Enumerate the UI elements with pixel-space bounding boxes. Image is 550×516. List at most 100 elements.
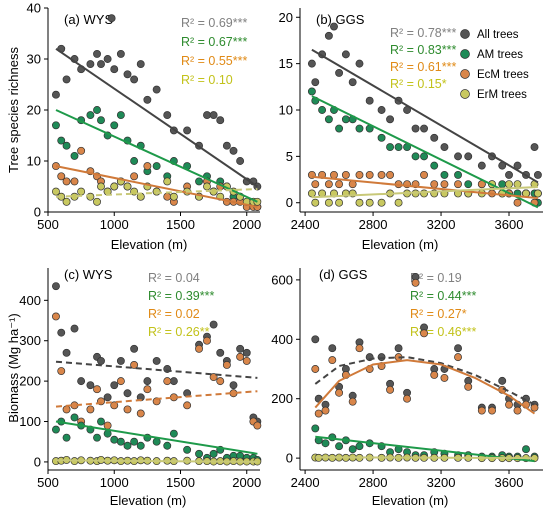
panel-c-x-tick-label: 1000 [100, 475, 129, 490]
panel-b-point-all [355, 59, 364, 68]
panel-c-point-ecm [183, 401, 192, 410]
panel-c-point-am [52, 425, 60, 434]
panel-d-point-all [311, 335, 320, 344]
panel-b-point-am [335, 124, 344, 133]
panel-a-point-all [203, 111, 211, 120]
panel-b-point-erm [365, 198, 374, 207]
panel-b-point-ecm [454, 180, 462, 189]
panel-c-y-tick-label: 300 [19, 333, 41, 348]
panel-b-point-am [377, 133, 386, 142]
panel-b-r2-erm: R² = 0.15* [390, 77, 447, 91]
panel-a-fit-am [55, 109, 258, 203]
panel-a-point-am [195, 177, 203, 186]
panel-b-point-all [505, 170, 513, 179]
panel-c-point-am [70, 413, 79, 422]
panel-c-r2-erm: R² = 0.26** [148, 325, 210, 339]
panel-c-r2-am: R² = 0.39*** [148, 289, 214, 303]
panel-b-point-ecm [386, 170, 395, 179]
panel-c-point-ecm [62, 405, 71, 414]
panel-a-point-am [52, 121, 60, 130]
panel-d-point-ecm [505, 400, 513, 409]
panel-c-point-all [130, 344, 139, 353]
panel-a-point-am [62, 141, 71, 150]
panel-a-point-erm [93, 197, 101, 206]
panel-a-y-tick-label: 40 [27, 1, 41, 16]
panel-b-point-ecm [311, 180, 320, 189]
legend-marker-am [460, 49, 470, 59]
panel-b-point-ecm [377, 170, 386, 179]
panel-d-point-ecm [348, 397, 357, 406]
panel-d-x-tick-label: 3200 [427, 475, 456, 490]
legend-label-erm: ErM trees [477, 89, 527, 101]
panel-c-x-tick-label: 500 [37, 475, 59, 490]
panel-c-point-all [143, 377, 152, 386]
panel-a-y-tick-label: 10 [27, 154, 41, 169]
panel-c-r2-ecm: R² = 0.02 [148, 307, 200, 321]
panel-a-point-all [130, 75, 139, 84]
panel-a-point-am [110, 121, 119, 130]
panel-b-point-am [324, 115, 333, 124]
panel-d-point-ecm [314, 409, 323, 418]
panel-b-point-ecm [420, 170, 428, 179]
panel-b-point-am [464, 180, 473, 189]
panel-d-x-tick-label: 3600 [495, 475, 524, 490]
panel-a-point-all [183, 126, 192, 135]
panel-a-point-all [163, 111, 172, 120]
panel-c-series-ecm [52, 312, 262, 430]
panel-c-point-am [123, 441, 132, 450]
panel-b-xlabel: Elevation (m) [362, 237, 439, 252]
panel-b-point-ecm [430, 180, 439, 189]
panel-b-label: (b) GGS [316, 12, 365, 27]
panel-d-point-ecm [513, 406, 522, 415]
panel-b: (b) GGS Elevation (m) R² = 0.78*** R² = … [279, 8, 543, 252]
panel-a-point-all [116, 49, 125, 58]
panel-c-point-ecm [242, 356, 251, 365]
panel-d-y-tick-label: 600 [271, 272, 293, 287]
panel-c-point-ecm [110, 401, 119, 410]
panel-b-point-am [430, 161, 439, 170]
panel-b-point-erm [335, 198, 344, 207]
panel-a-point-ecm [62, 177, 71, 186]
panel-a-point-all [62, 75, 71, 84]
legend-marker-all [460, 29, 470, 39]
panel-b-point-ecm [513, 198, 522, 207]
panel-d-label: (d) GGS [319, 267, 368, 282]
panel-c-point-all [209, 320, 218, 329]
panel-b-point-all [533, 170, 542, 179]
panel-c-point-all [216, 348, 225, 357]
panel-a-point-all [152, 85, 161, 94]
panel-a-point-am [152, 162, 161, 171]
panel-c-point-all [242, 348, 251, 357]
panel-b-fit-ecm [311, 175, 538, 200]
panel-b-point-all [377, 106, 386, 114]
panel-a-point-ecm [163, 192, 172, 201]
panel-b-point-am [318, 106, 327, 114]
panel-a-r2-am: R² = 0.67*** [181, 35, 247, 49]
panel-b-x-tick-label: 3200 [427, 217, 456, 232]
panel-c-point-all [110, 381, 119, 390]
panel-d-point-ecm [440, 373, 449, 382]
panel-b-point-all [420, 124, 428, 133]
panel-a: (a) WYS Elevation (m) Tree species richn… [6, 1, 262, 252]
panel-d-point-ecm [328, 356, 337, 365]
panel-b-point-erm [311, 198, 320, 207]
panel-c-ylabel: Biomass (Mg ha⁻¹) [6, 313, 21, 422]
panel-b-point-ecm [440, 180, 449, 189]
panel-a-x-tick-label: 1500 [166, 217, 195, 232]
panel-a-y-tick-label: 0 [34, 205, 41, 220]
panel-a-point-erm [77, 187, 86, 196]
panel-a-point-all [136, 60, 145, 69]
legend-marker-ecm [460, 69, 470, 79]
panel-b-point-erm [505, 180, 513, 189]
panel-a-y-tick-label: 30 [27, 52, 41, 67]
panel-b-point-erm [377, 198, 386, 207]
panel-c-point-ecm [203, 336, 211, 345]
panel-b-point-all [307, 59, 316, 68]
panel-b-point-erm [355, 198, 364, 207]
panel-c: (c) WYS Elevation (m) Biomass (Mg ha⁻¹) … [6, 267, 262, 508]
panel-c-point-am [116, 437, 125, 446]
panel-c-point-ecm [253, 421, 262, 430]
panel-b-point-ecm [335, 180, 344, 189]
panel-d-point-all [328, 344, 337, 353]
panel-b-point-all [365, 96, 374, 105]
